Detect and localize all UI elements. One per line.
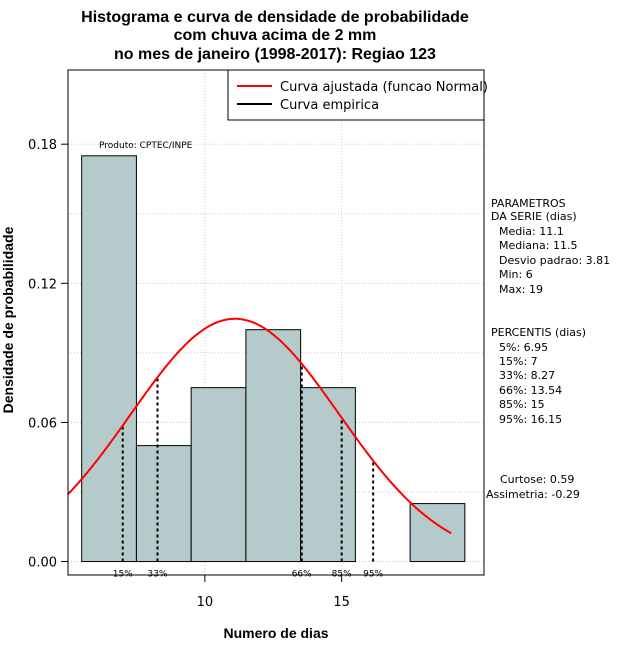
percentis-heading: PERCENTIS (dias) [491, 326, 586, 339]
normal-curve-line [68, 317, 452, 535]
parametros-heading-2: DA SERIE (dias) [491, 210, 577, 223]
title-line-3: no mes de janeiro (1998-2017): Regiao 12… [114, 46, 436, 63]
histogram-bar [135, 445, 192, 563]
legend: Curva ajustada (funcao Normal) Curva emp… [227, 69, 488, 121]
y-tick-label: 0.18 [28, 138, 57, 153]
parametros-line: Media: 11.1 [499, 225, 564, 238]
percentis-line: 85%: 15 [499, 398, 545, 411]
y-axis: 0.00 0.06 0.12 0.18 [28, 138, 68, 571]
histogram-bar [300, 387, 356, 563]
percentis-line: 5%: 6.95 [499, 341, 548, 354]
chart-title: Histograma e curva de densidade de proba… [81, 9, 469, 63]
percentis-line: 33%: 8.27 [499, 369, 555, 382]
histogram-bar [409, 503, 466, 563]
histogram-bar [81, 155, 137, 563]
y-tick-label: 0.00 [28, 556, 57, 571]
percentis-line: 15%: 7 [499, 355, 538, 368]
title-line-1: Histograma e curva de densidade de proba… [81, 9, 469, 26]
normal-curve [68, 317, 452, 535]
histogram-bar [245, 329, 302, 563]
x-tick-label: 10 [197, 595, 214, 610]
histogram-bars [81, 155, 466, 563]
statistics-panel: PARAMETROS DA SERIE (dias) Media: 11.1 M… [486, 197, 610, 501]
parametros-heading-1: PARAMETROS [491, 197, 566, 210]
percentis-line: 95%: 16.15 [499, 413, 562, 426]
parametros-line: Mediana: 11.5 [499, 239, 577, 252]
assimetria-line: Assimetria: -0.29 [486, 488, 580, 501]
percentis-line: 66%: 13.54 [499, 384, 562, 397]
x-axis-label: Numero de dias [223, 625, 328, 641]
curtose-line: Curtose: 0.59 [500, 473, 574, 486]
product-annotation: Produto: CPTEC/INPE [99, 141, 193, 151]
x-tick-label: 15 [333, 595, 350, 610]
legend-box [227, 69, 485, 121]
x-axis: 10 15 [197, 575, 350, 610]
title-line-2: com chuva acima de 2 mm [174, 27, 377, 44]
parametros-line: Desvio padrao: 3.81 [499, 254, 610, 267]
parametros-line: Min: 6 [499, 268, 533, 281]
histogram-bar [190, 387, 247, 563]
y-tick-label: 0.12 [28, 277, 57, 292]
y-tick-label: 0.06 [28, 416, 57, 431]
parametros-line: Max: 19 [499, 283, 543, 296]
y-axis-label: Densidade de probabilidade [0, 226, 16, 413]
legend-label-empirical: Curva empirica [280, 98, 379, 113]
legend-label-normal: Curva ajustada (funcao Normal) [280, 80, 488, 95]
